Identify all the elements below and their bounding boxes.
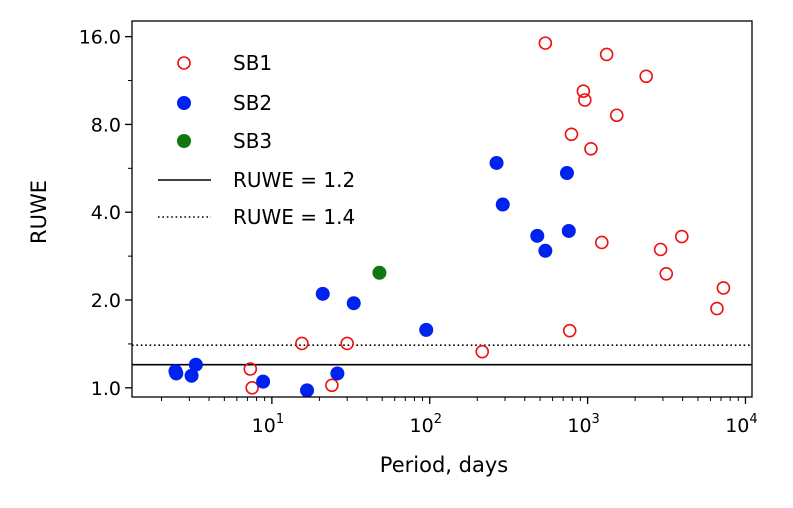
data-point-sb2 — [256, 375, 270, 389]
data-point-sb2 — [496, 198, 510, 212]
data-point-sb1 — [611, 109, 623, 121]
data-point-sb1 — [244, 363, 256, 375]
data-point-sb1 — [539, 37, 551, 49]
data-point-sb1 — [660, 268, 672, 280]
y-tick-label: 8.0 — [91, 114, 121, 136]
data-point-sb1 — [596, 236, 608, 248]
data-point-sb1 — [601, 48, 613, 60]
y-tick-label: 1.0 — [91, 378, 121, 400]
legend-label: SB2 — [233, 91, 272, 115]
data-point-sb2 — [560, 166, 574, 180]
data-point-sb1 — [711, 303, 723, 315]
data-point-sb1 — [676, 231, 688, 243]
legend-label: RUWE = 1.2 — [233, 168, 355, 192]
legend-marker-sb1 — [178, 57, 190, 69]
data-point-sb2 — [419, 323, 433, 337]
legend-label: RUWE = 1.4 — [233, 205, 355, 229]
data-point-sb1 — [655, 244, 667, 256]
data-point-sb1 — [565, 128, 577, 140]
legend-marker-sb3 — [177, 134, 191, 148]
x-tick-label: 103 — [567, 412, 599, 437]
data-point-sb2 — [300, 383, 314, 397]
data-point-sb2 — [490, 156, 504, 170]
y-tick-label: 2.0 — [91, 290, 121, 312]
data-point-sb2 — [538, 244, 552, 258]
ruwe-period-scatter-chart: 101 102 103 104 1.0 2.0 4.0 8.0 16.0 SB1 SB2 SB3 RU… — [0, 0, 793, 508]
data-point-sb1 — [640, 70, 652, 82]
data-point-sb1 — [296, 337, 308, 349]
data-point-sb1 — [579, 94, 591, 106]
x-tick-label: 102 — [410, 412, 442, 437]
x-tick-label: 101 — [252, 412, 284, 437]
y-tick-label: 4.0 — [91, 202, 121, 224]
x-tick-label: 104 — [725, 412, 757, 437]
data-point-sb2 — [316, 287, 330, 301]
plot-frame — [132, 21, 752, 397]
data-point-sb2 — [530, 229, 544, 243]
legend: SB1 SB2 SB3 RUWE = 1.2 RUWE = 1.4 — [158, 51, 355, 229]
data-point-sb2 — [330, 366, 344, 380]
y-axis-label: RUWE — [27, 180, 51, 244]
data-point-sb3 — [372, 266, 386, 280]
reference-lines — [132, 345, 752, 365]
data-point-sb2 — [562, 224, 576, 238]
data-point-sb1 — [341, 337, 353, 349]
data-point-sb1 — [326, 379, 338, 391]
legend-marker-sb2 — [177, 96, 191, 110]
data-point-sb2 — [189, 358, 203, 372]
data-point-sb1 — [476, 346, 488, 358]
data-point-sb2 — [347, 296, 361, 310]
legend-label: SB3 — [233, 129, 272, 153]
legend-label: SB1 — [233, 51, 272, 75]
data-point-sb1 — [585, 143, 597, 155]
x-axis-label: Period, days — [380, 453, 508, 477]
y-tick-label: 16.0 — [79, 27, 121, 49]
data-point-sb1 — [246, 382, 258, 394]
data-point-sb2 — [169, 366, 183, 380]
data-point-sb1 — [717, 282, 729, 294]
data-point-sb1 — [564, 325, 576, 337]
